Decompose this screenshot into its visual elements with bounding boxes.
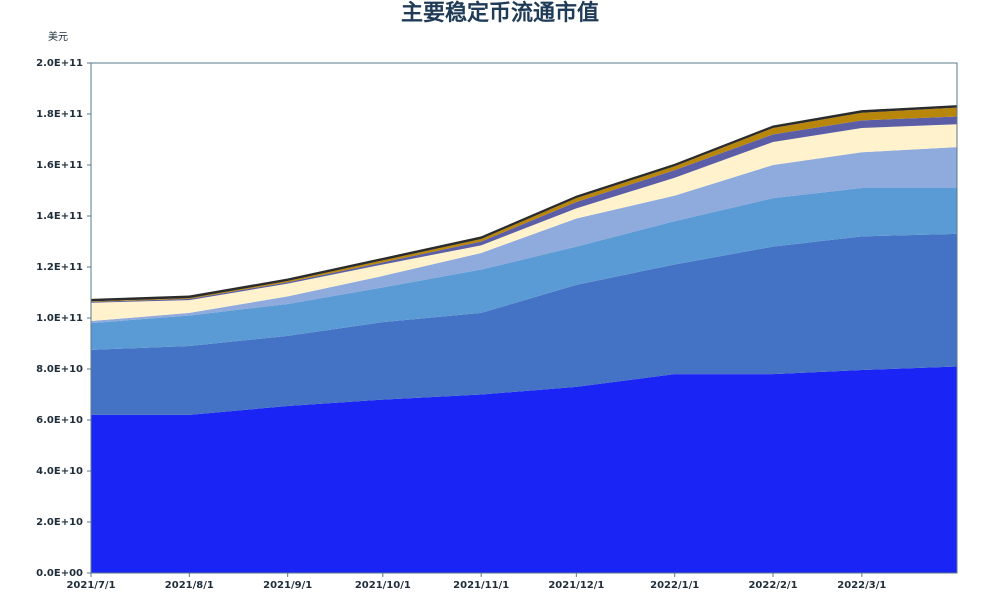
x-tick-label: 2022/1/1 <box>650 580 699 591</box>
y-tick-label: 1.2E+11 <box>36 262 83 273</box>
chart-title: 主要稳定币流通市值 <box>401 0 599 26</box>
x-tick-label: 2022/2/1 <box>748 580 797 591</box>
area-layer <box>91 124 957 322</box>
x-tick-label: 2022/3/1 <box>837 580 886 591</box>
y-tick-label: 2.0E+11 <box>36 58 83 69</box>
plot-area <box>91 105 957 573</box>
y-tick-label: 8.0E+10 <box>36 364 83 375</box>
x-tick-label: 2021/10/1 <box>355 580 411 591</box>
x-tick-label: 2021/9/1 <box>263 580 312 591</box>
area-layer <box>91 187 957 350</box>
area-layer <box>91 233 957 415</box>
x-tick-label: 2021/12/1 <box>548 580 604 591</box>
x-tick-label: 2021/8/1 <box>165 580 214 591</box>
y-tick-label: 2.0E+10 <box>36 517 83 528</box>
y-tick-label: 1.0E+11 <box>36 313 83 324</box>
y-tick-label: 6.0E+10 <box>36 415 83 426</box>
y-tick-label: 0.0E+00 <box>36 568 83 579</box>
x-tick-label: 2021/11/1 <box>453 580 509 591</box>
area-layer <box>91 366 957 573</box>
y-tick-label: 1.4E+11 <box>36 211 83 222</box>
x-tick-label: 2021/7/1 <box>66 580 115 591</box>
y-tick-label: 4.0E+10 <box>36 466 83 477</box>
y-axis-label: 美元 <box>48 30 68 43</box>
y-tick-label: 1.6E+11 <box>36 160 83 171</box>
y-tick-label: 1.8E+11 <box>36 109 83 120</box>
area-layer <box>91 147 957 324</box>
